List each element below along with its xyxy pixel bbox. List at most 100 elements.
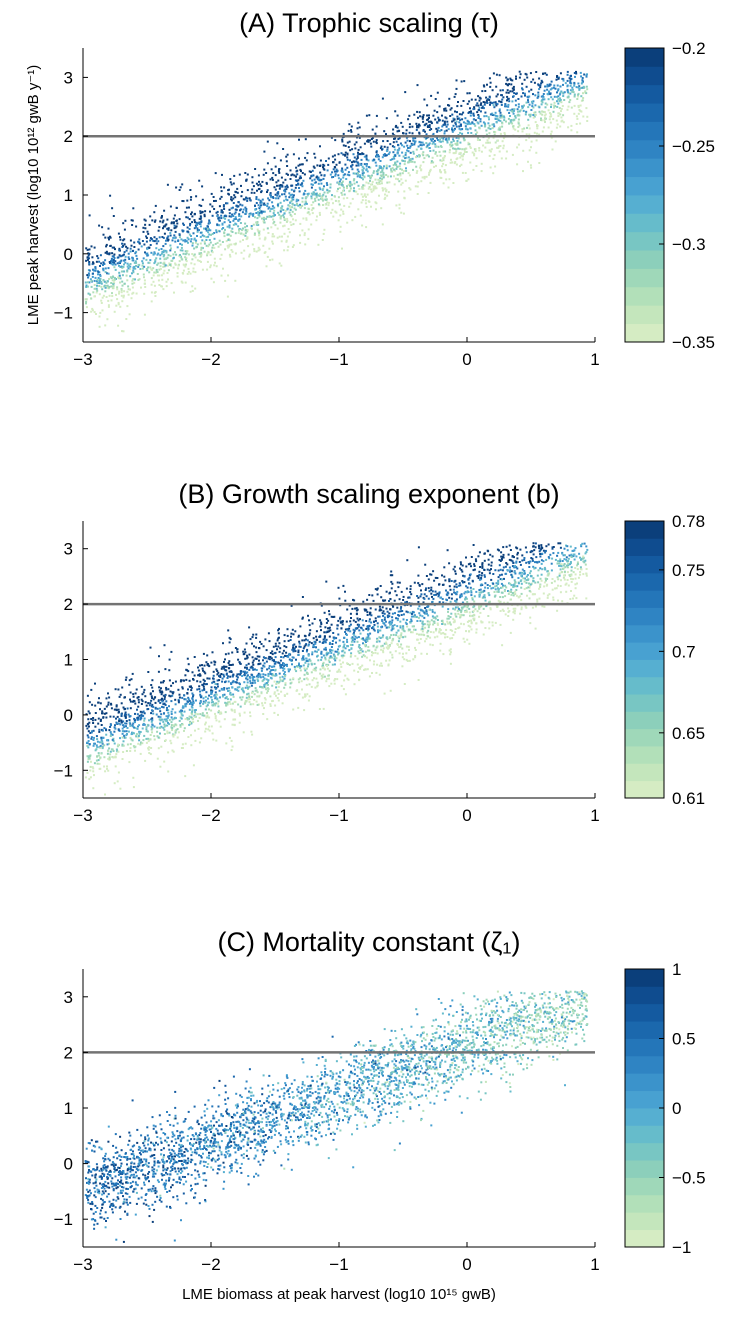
data-point	[131, 280, 133, 282]
data-point	[320, 174, 322, 176]
data-point	[107, 300, 109, 302]
data-point	[188, 207, 190, 209]
data-point	[121, 271, 123, 273]
data-point	[251, 734, 253, 736]
data-point	[280, 691, 282, 693]
data-point	[149, 262, 151, 264]
data-point	[181, 244, 183, 246]
data-point	[304, 203, 306, 205]
data-point	[96, 290, 98, 292]
data-point	[153, 254, 155, 256]
data-point	[351, 647, 353, 649]
data-point	[397, 149, 399, 151]
data-point	[124, 283, 126, 285]
data-point	[370, 177, 372, 179]
data-point	[517, 111, 519, 113]
data-point	[213, 196, 215, 198]
data-point	[281, 186, 283, 188]
data-point	[488, 99, 490, 101]
data-point	[222, 227, 224, 229]
data-point	[296, 173, 298, 175]
data-point	[230, 698, 232, 700]
data-point	[582, 81, 584, 83]
data-point	[528, 561, 530, 563]
data-point	[143, 231, 145, 233]
colorbar-swatch	[625, 213, 664, 232]
data-point	[343, 197, 345, 199]
data-point	[149, 702, 151, 704]
data-point	[88, 730, 90, 732]
data-point	[200, 223, 202, 225]
data-point	[580, 72, 582, 74]
data-point	[108, 228, 110, 230]
data-point	[385, 189, 387, 191]
data-point	[238, 230, 240, 232]
data-point	[468, 608, 470, 610]
data-point	[443, 576, 445, 578]
data-point	[399, 163, 401, 165]
data-point	[112, 247, 114, 249]
data-point	[579, 123, 581, 125]
data-point	[507, 89, 509, 91]
data-point	[348, 146, 350, 148]
data-point	[197, 243, 199, 245]
data-point	[358, 185, 360, 187]
data-point	[481, 107, 483, 109]
data-point	[469, 146, 471, 148]
data-point	[368, 201, 370, 203]
data-point	[574, 559, 576, 561]
data-point	[515, 93, 517, 95]
data-point	[90, 689, 92, 691]
data-point	[185, 282, 187, 284]
data-point	[129, 313, 131, 315]
data-point	[282, 702, 284, 704]
data-point	[319, 179, 321, 181]
colorbar-swatch	[625, 140, 664, 159]
data-point	[568, 106, 570, 108]
data-point	[263, 174, 265, 176]
data-point	[571, 91, 573, 93]
data-point	[392, 129, 394, 131]
data-point	[196, 680, 198, 682]
data-point	[290, 633, 292, 635]
data-point	[537, 581, 539, 583]
data-point	[345, 178, 347, 180]
data-point	[115, 688, 117, 690]
data-point	[474, 608, 476, 610]
data-point	[334, 154, 336, 156]
data-point	[181, 259, 183, 261]
data-point	[492, 127, 494, 129]
data-point	[167, 278, 169, 280]
data-point	[189, 716, 191, 718]
data-point	[455, 628, 457, 630]
data-point	[366, 168, 368, 170]
data-point	[227, 296, 229, 298]
data-point	[175, 231, 177, 233]
data-point	[381, 149, 383, 151]
data-point	[497, 140, 499, 142]
data-point	[190, 262, 192, 264]
data-point	[213, 200, 215, 202]
data-point	[415, 156, 417, 158]
data-point	[285, 646, 287, 648]
data-point	[231, 228, 233, 230]
data-point	[288, 228, 290, 230]
data-point	[463, 137, 465, 139]
data-point	[520, 599, 522, 601]
data-point	[331, 643, 333, 645]
data-point	[523, 128, 525, 130]
data-point	[96, 282, 98, 284]
data-point	[408, 172, 410, 174]
data-point	[219, 676, 221, 678]
data-point	[144, 283, 146, 285]
data-point	[131, 224, 133, 226]
data-point	[449, 115, 451, 117]
data-point	[435, 145, 437, 147]
data-point	[98, 731, 100, 733]
data-point	[267, 256, 269, 258]
data-point	[470, 587, 472, 589]
data-point	[352, 198, 354, 200]
data-point	[525, 73, 527, 75]
data-point	[179, 720, 181, 722]
data-point	[302, 201, 304, 203]
